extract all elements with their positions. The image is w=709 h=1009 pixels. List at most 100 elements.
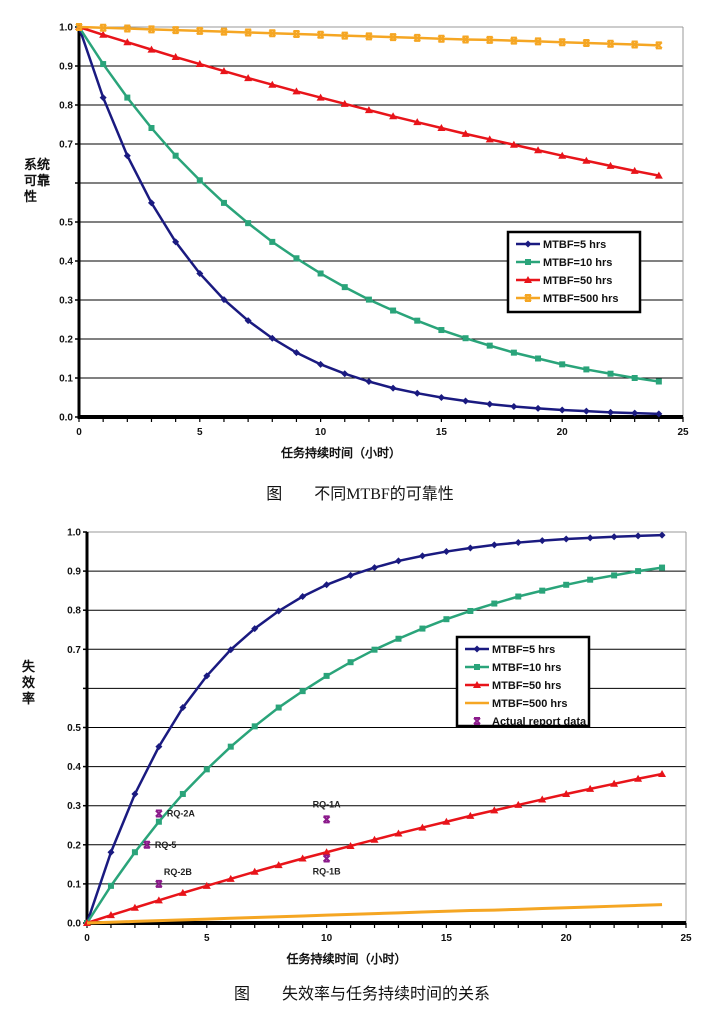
legend-marker	[524, 276, 532, 283]
data-point	[437, 394, 445, 401]
x-tick-label: 20	[561, 933, 573, 944]
data-point	[631, 409, 639, 417]
data-point	[292, 87, 301, 95]
data-point	[147, 25, 156, 34]
data-point	[341, 284, 348, 291]
data-point	[172, 152, 179, 159]
data-point	[179, 704, 187, 712]
data-point	[394, 829, 403, 837]
series-line	[85, 533, 663, 924]
data-point	[466, 544, 474, 552]
x-tick-label: 25	[680, 933, 692, 944]
data-point	[606, 161, 615, 169]
y-tick-label: 0.0	[59, 413, 73, 424]
data-point	[658, 770, 667, 778]
data-point	[390, 307, 397, 314]
data-point	[558, 151, 567, 159]
data-point	[558, 406, 566, 414]
data-point	[196, 177, 203, 184]
data-point	[510, 36, 518, 45]
data-point	[563, 581, 570, 588]
data-point	[171, 53, 180, 61]
series-mtbf-500-hrs	[75, 23, 663, 50]
data-point	[107, 882, 114, 889]
data-point	[100, 61, 107, 68]
data-point	[586, 534, 594, 542]
x-tick-label: 0	[84, 933, 90, 944]
data-point	[364, 106, 373, 114]
data-point	[347, 659, 354, 666]
data-point	[538, 795, 547, 803]
data-point	[244, 317, 252, 325]
data-point	[490, 541, 498, 549]
legend-entry: MTBF=10 hrs	[465, 662, 561, 674]
data-point	[467, 607, 474, 614]
data-point	[195, 60, 204, 68]
legend-marker	[525, 259, 531, 265]
data-point	[99, 94, 107, 102]
x-tick-label: 15	[441, 933, 453, 944]
data-point	[654, 171, 663, 179]
data-point	[371, 646, 378, 653]
data-point	[606, 39, 615, 48]
data-point	[562, 535, 570, 543]
data-point	[462, 397, 470, 405]
data-point	[509, 140, 518, 148]
data-point	[655, 410, 663, 418]
data-point	[196, 26, 204, 35]
x-tick-label: 25	[677, 427, 689, 438]
data-point	[559, 361, 566, 368]
data-point	[148, 125, 155, 132]
x-tick-label: 5	[204, 933, 210, 944]
data-point	[655, 41, 663, 50]
data-point	[124, 94, 131, 101]
report-data-label: RQ-2A	[167, 809, 196, 819]
data-point	[394, 557, 402, 565]
series-mtbf-5-hrs	[83, 531, 666, 927]
series-mtbf-50-hrs	[75, 23, 663, 179]
data-point	[107, 848, 115, 856]
report-data-label: RQ-5	[155, 840, 177, 850]
y-tick-label: 1.0	[59, 23, 73, 34]
report-data-label: RQ-1B	[313, 866, 342, 876]
data-point	[196, 269, 204, 277]
data-point	[99, 23, 107, 32]
data-point	[365, 378, 373, 386]
data-point	[389, 384, 397, 392]
data-point	[317, 270, 324, 277]
data-point	[155, 743, 163, 751]
data-point	[510, 349, 517, 356]
legend-label: MTBF=500 hrs	[492, 698, 568, 710]
legend-marker	[524, 294, 532, 302]
y-tick-label: 0.4	[59, 257, 73, 268]
data-point	[365, 296, 372, 303]
data-point	[486, 400, 494, 408]
data-point	[323, 672, 330, 679]
data-point	[437, 34, 446, 43]
data-point	[610, 533, 618, 541]
data-point	[634, 774, 643, 782]
x-tick-label: 15	[436, 427, 448, 438]
legend-entry: MTBF=500 hrs	[465, 698, 568, 710]
report-data-label: RQ-2B	[164, 867, 193, 877]
data-point	[298, 854, 307, 862]
report-data-point	[322, 854, 331, 863]
y-tick-label: 0.1	[67, 879, 81, 890]
legend-entry: MTBF=50 hrs	[516, 275, 612, 287]
legend-marker	[473, 645, 481, 653]
data-point	[317, 360, 325, 368]
data-point	[659, 564, 666, 571]
y-axis-label: 系统可靠性	[24, 158, 51, 205]
data-point	[582, 156, 591, 164]
data-point	[251, 723, 258, 730]
data-point	[486, 342, 493, 349]
data-point	[515, 593, 522, 600]
x-tick-label: 0	[76, 427, 82, 438]
x-tick-label: 10	[321, 933, 333, 944]
data-point	[292, 349, 300, 357]
y-tick-label: 0.8	[67, 606, 81, 617]
legend-label: MTBF=500 hrs	[543, 293, 619, 305]
data-point	[413, 389, 421, 397]
data-point	[106, 911, 115, 919]
